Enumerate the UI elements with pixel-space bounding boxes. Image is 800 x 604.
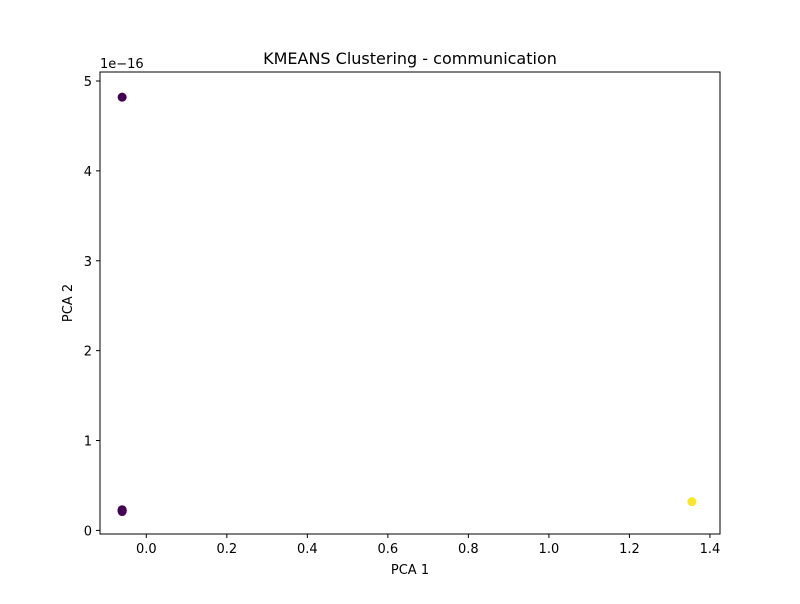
y-tick-label: 0 — [84, 524, 92, 539]
x-tick-label: 0.4 — [297, 542, 318, 557]
y-tick-label: 3 — [84, 255, 92, 270]
data-point — [687, 497, 697, 507]
x-tick-label: 0.8 — [458, 542, 479, 557]
data-point — [117, 92, 127, 102]
y-tick-label: 1 — [84, 435, 92, 450]
chart-title: KMEANS Clustering - communication — [263, 49, 557, 68]
x-tick-label: 0.2 — [216, 542, 237, 557]
x-tick-label: 1.0 — [539, 542, 560, 557]
y-tick-label: 4 — [84, 165, 92, 180]
x-tick-label: 0.0 — [136, 542, 157, 557]
x-tick-label: 0.6 — [378, 542, 399, 557]
x-tick-label: 1.2 — [619, 542, 640, 557]
x-tick-label: 1.4 — [700, 542, 721, 557]
data-point — [117, 505, 127, 515]
x-axis-label: PCA 1 — [391, 563, 429, 578]
y-tick-label: 5 — [84, 75, 92, 90]
plot-frame — [99, 71, 721, 535]
y-axis-label: PCA 2 — [61, 284, 76, 322]
y-tick-label: 2 — [84, 345, 92, 360]
y-offset-label: 1e−16 — [100, 57, 144, 72]
